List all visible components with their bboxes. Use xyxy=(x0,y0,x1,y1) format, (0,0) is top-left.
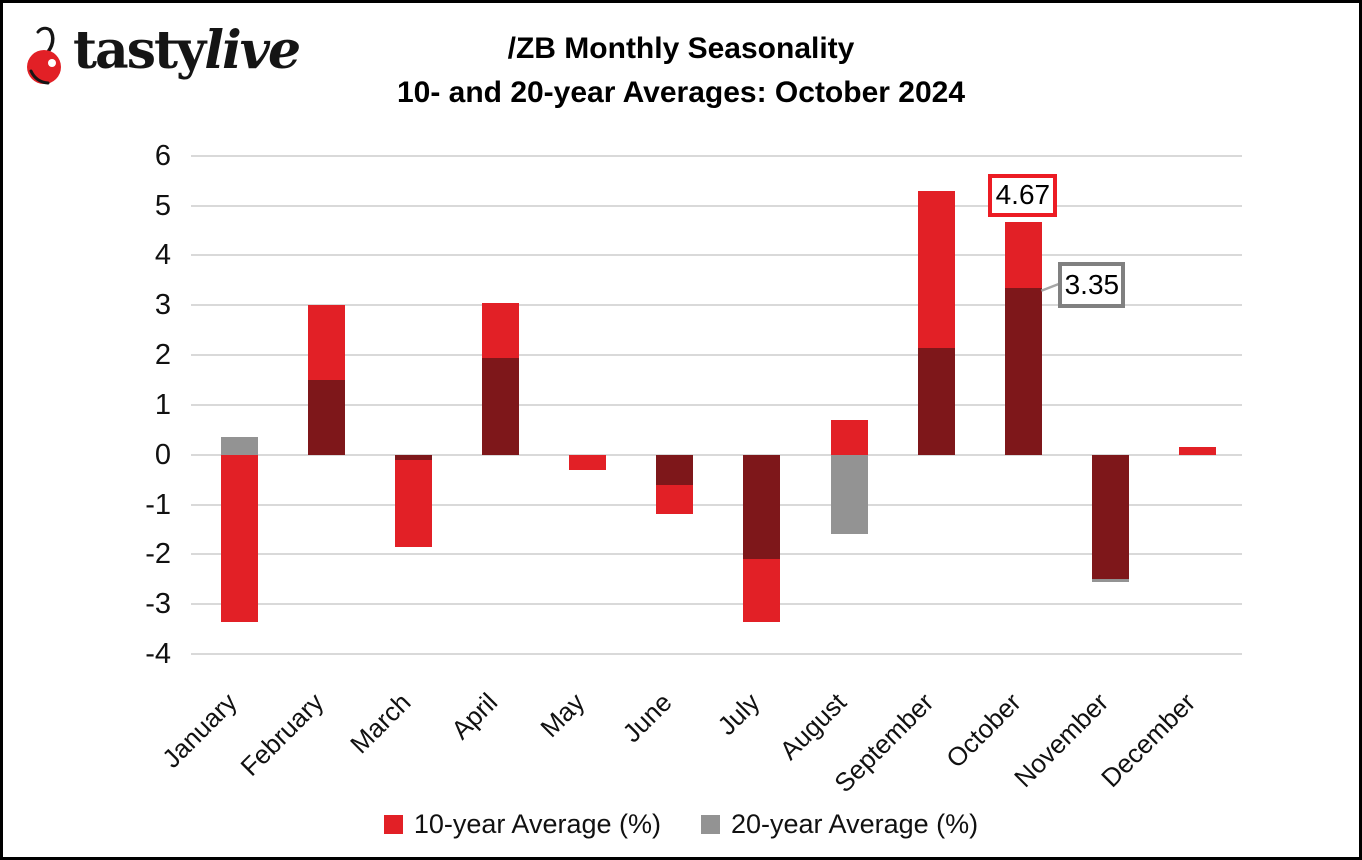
bar-10yr xyxy=(1179,447,1217,455)
x-axis-label: March xyxy=(344,687,417,760)
y-axis-tick-label: 5 xyxy=(154,189,171,222)
gridline xyxy=(191,553,1242,556)
bar-overlap xyxy=(1004,287,1042,455)
bar-20yr xyxy=(1092,579,1129,582)
chart-title: /ZB Monthly Seasonality 10- and 20-year … xyxy=(3,27,1359,115)
gridline xyxy=(191,603,1242,606)
callout-4-67: 4.67 xyxy=(988,173,1058,217)
bar-overlap xyxy=(743,454,781,560)
x-axis-label: June xyxy=(616,687,678,749)
legend-item-20yr: 20-year Average (%) xyxy=(701,809,978,840)
gridline xyxy=(191,154,1242,157)
x-axis-label: January xyxy=(155,687,243,774)
y-axis-tick-label: 0 xyxy=(154,438,171,471)
legend-item-10yr: 10-year Average (%) xyxy=(383,809,661,840)
bar-10yr xyxy=(394,459,432,547)
bar-10yr xyxy=(743,559,781,622)
x-axis-label: July xyxy=(711,687,766,741)
bar-overlap xyxy=(481,357,519,455)
bar-overlap xyxy=(1092,454,1129,580)
logo-text-tasty: tasty xyxy=(73,20,206,81)
bar-overlap xyxy=(656,454,694,485)
gridline xyxy=(191,403,1242,406)
x-axis-label: February xyxy=(234,687,330,782)
x-axis-label: May xyxy=(534,687,591,743)
chart-title-line1: /ZB Monthly Seasonality xyxy=(507,32,855,65)
bar-10yr xyxy=(1004,221,1042,288)
bar-overlap xyxy=(307,379,345,455)
y-axis-tick-label: -1 xyxy=(145,488,171,521)
bar-20yr xyxy=(830,454,868,535)
tastylive-logo: tastylive xyxy=(25,19,301,87)
logo-text-live: live xyxy=(204,20,301,81)
bar-10yr xyxy=(220,454,258,622)
bar-10yr xyxy=(481,302,519,358)
bar-overlap xyxy=(917,347,955,455)
x-axis-label: August xyxy=(773,687,853,766)
gridline xyxy=(191,304,1242,307)
bar-10yr xyxy=(307,305,345,380)
y-axis-tick-label: 2 xyxy=(154,339,171,372)
y-axis-tick-label: 3 xyxy=(154,289,171,322)
y-axis-tick-label: 4 xyxy=(154,239,171,272)
bar-10yr xyxy=(830,419,868,455)
x-axis-label: October xyxy=(939,687,1027,774)
callout-3-35: 3.35 xyxy=(1058,261,1126,308)
y-axis-tick-label: 1 xyxy=(154,388,171,421)
gridline xyxy=(191,254,1242,257)
chart-title-line2: 10- and 20-year Averages: October 2024 xyxy=(396,76,966,109)
x-axis-label: December xyxy=(1094,687,1201,794)
callout-leader-line xyxy=(1040,282,1060,292)
bar-10yr xyxy=(656,484,694,515)
gridline xyxy=(191,653,1242,656)
legend-swatch-10yr-icon xyxy=(383,815,403,834)
y-axis-tick-label: -3 xyxy=(145,588,171,621)
gridline xyxy=(191,453,1242,456)
y-axis-tick-label: 6 xyxy=(154,139,171,172)
legend-label-10yr: 10-year Average (%) xyxy=(413,809,661,839)
bar-10yr xyxy=(917,190,955,348)
legend: 10-year Average (%) 20-year Average (%) xyxy=(3,809,1359,840)
y-axis-tick-label: -2 xyxy=(145,538,171,571)
x-axis-label: April xyxy=(445,687,504,745)
cherry-icon xyxy=(27,26,61,85)
legend-swatch-20yr-icon xyxy=(701,815,720,834)
gridline xyxy=(191,354,1242,357)
gridline xyxy=(191,503,1242,506)
bar-20yr xyxy=(220,437,258,455)
x-axis-label: November xyxy=(1007,687,1114,794)
gridline xyxy=(191,204,1242,207)
logo-text: tastylive xyxy=(73,19,301,83)
bar-10yr xyxy=(569,454,607,470)
legend-label-20yr: 20-year Average (%) xyxy=(731,809,979,839)
bar-overlap xyxy=(394,454,432,460)
y-axis-tick-label: -4 xyxy=(145,638,171,671)
